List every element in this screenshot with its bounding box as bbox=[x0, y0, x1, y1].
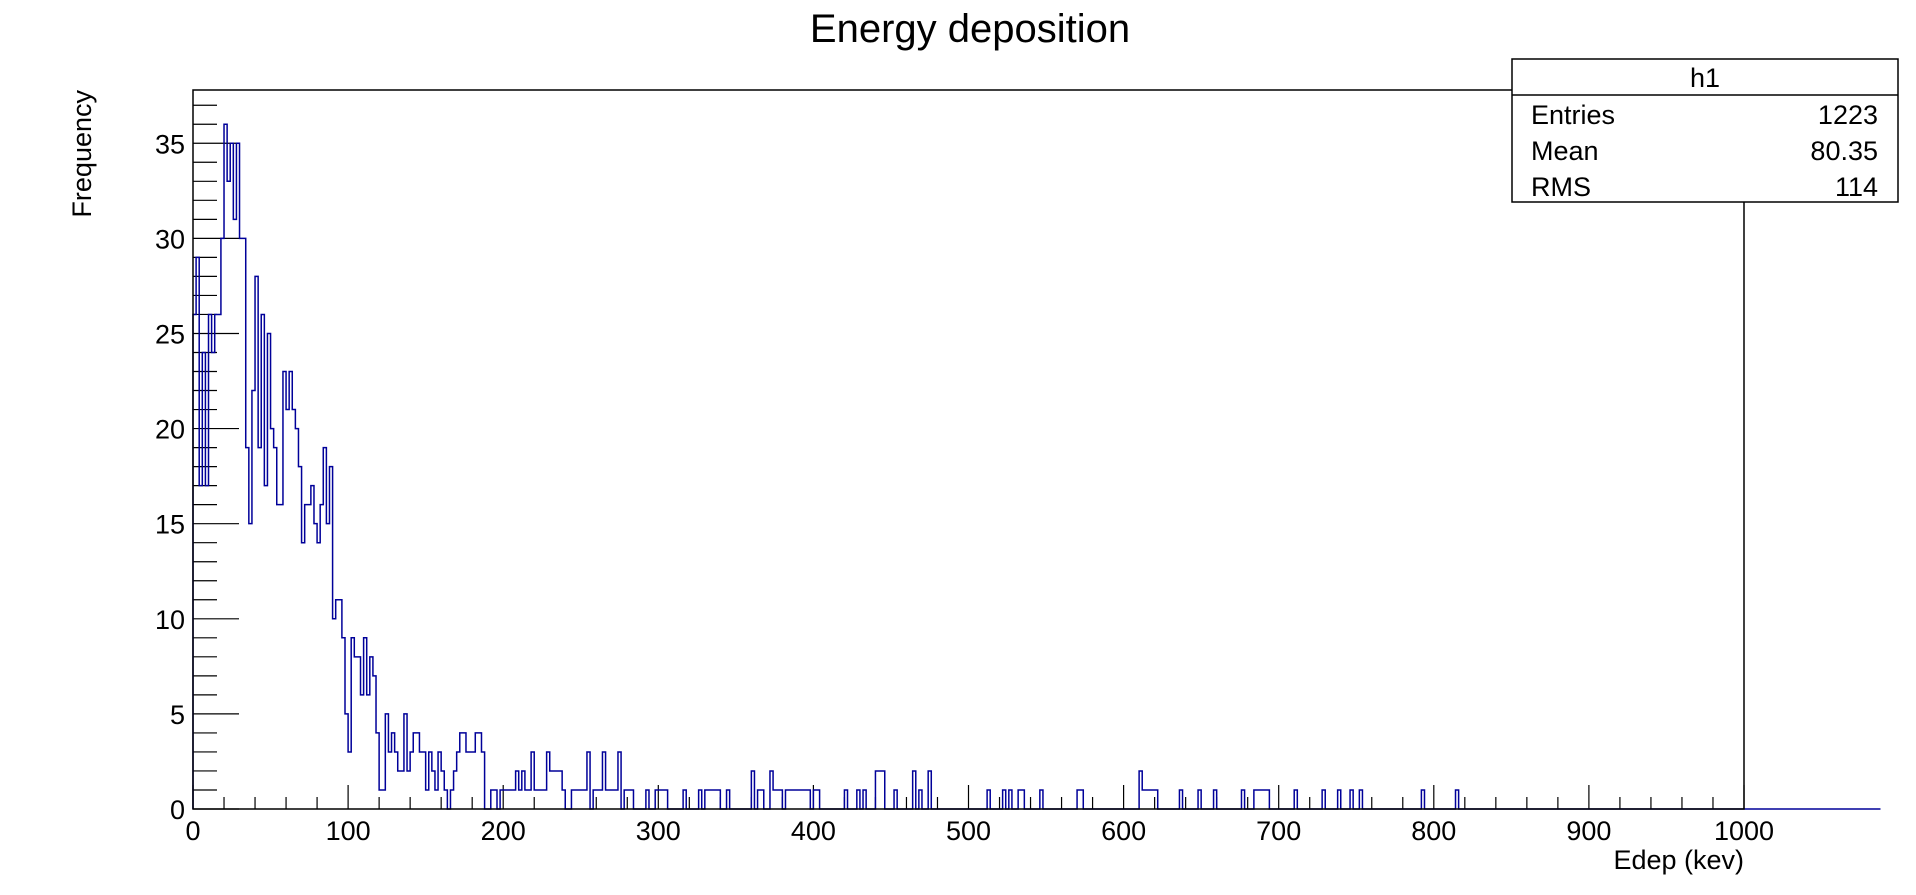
stats-entries-label: Entries bbox=[1531, 100, 1615, 130]
y-tick-label: 0 bbox=[170, 795, 185, 825]
chart-title: Energy deposition bbox=[810, 7, 1130, 51]
x-tick-label: 600 bbox=[1101, 816, 1146, 846]
y-tick-label: 30 bbox=[155, 224, 185, 254]
y-tick-label: 25 bbox=[155, 319, 185, 349]
y-tick-label: 35 bbox=[155, 129, 185, 159]
x-axis-label: Edep (kev) bbox=[1613, 845, 1744, 875]
y-tick-label: 20 bbox=[155, 415, 185, 445]
histogram-series bbox=[192, 123, 1881, 810]
y-tick-label: 10 bbox=[155, 605, 185, 635]
stats-box-title: h1 bbox=[1690, 63, 1720, 93]
x-tick-label: 400 bbox=[791, 816, 836, 846]
stats-entries-value: 1223 bbox=[1818, 100, 1878, 130]
x-tick-label: 1000 bbox=[1714, 816, 1774, 846]
stats-mean-value: 80.35 bbox=[1810, 136, 1878, 166]
x-tick-label: 800 bbox=[1411, 816, 1456, 846]
x-tick-label: 300 bbox=[636, 816, 681, 846]
axis-ticks bbox=[192, 104, 1745, 810]
x-tick-label: 700 bbox=[1256, 816, 1301, 846]
stats-mean-label: Mean bbox=[1531, 136, 1599, 166]
plot-frame bbox=[192, 89, 1745, 810]
x-tick-label: 100 bbox=[326, 816, 371, 846]
y-axis-label: Frequency bbox=[67, 90, 97, 218]
x-tick-label: 900 bbox=[1566, 816, 1611, 846]
y-tick-label: 5 bbox=[170, 700, 185, 730]
x-tick-label: 200 bbox=[481, 816, 526, 846]
stats-box: h1 Entries 1223 Mean 80.35 RMS 114 bbox=[1511, 58, 1899, 203]
stats-box-frame bbox=[1511, 58, 1899, 203]
stats-rms-value: 114 bbox=[1835, 172, 1878, 202]
x-tick-label: 0 bbox=[185, 816, 200, 846]
y-tick-label: 15 bbox=[155, 510, 185, 540]
stats-rms-label: RMS bbox=[1531, 172, 1591, 202]
x-tick-label: 500 bbox=[946, 816, 991, 846]
tick-labels: 0 100 200 300 400 500 600 700 800 900 1000 0 5 10 15 20… bbox=[155, 129, 1774, 846]
